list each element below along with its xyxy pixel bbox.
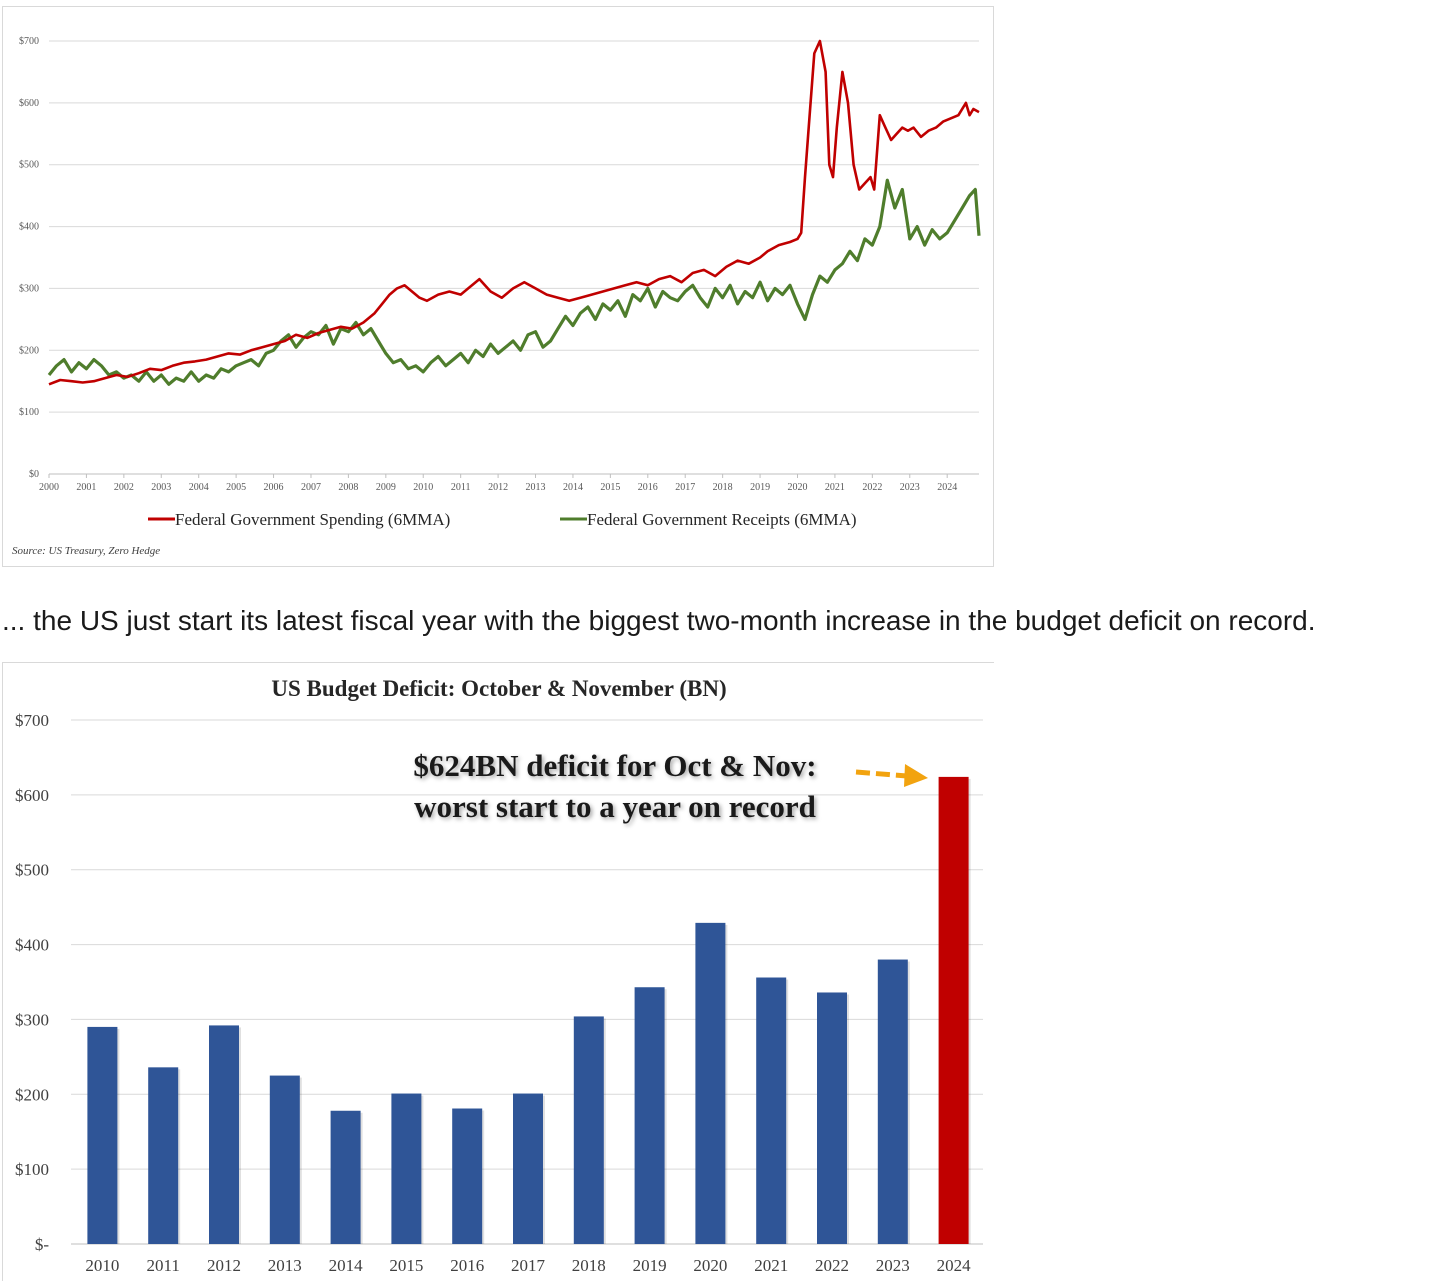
x-tick-label: 2013: [526, 482, 546, 493]
bar: [391, 1093, 422, 1244]
x-tick-label: 2020: [787, 482, 807, 493]
x-tick-label: 2007: [301, 482, 321, 493]
x-tick-label: 2023: [900, 482, 920, 493]
x-tick-label: 2010: [413, 482, 433, 493]
x-tick-label: 2002: [114, 482, 134, 493]
x-tick-label: 2004: [189, 482, 209, 493]
y-tick-label: $600: [15, 786, 49, 805]
x-tick-label: 2015: [600, 482, 620, 493]
y-tick-label: $500: [19, 160, 39, 171]
y-tick-label: $100: [15, 1160, 49, 1179]
x-tick-label: 2018: [572, 1256, 606, 1275]
bar: [695, 922, 726, 1244]
article-paragraph: ... the US just start its latest fiscal …: [2, 605, 1316, 636]
bar: [756, 977, 787, 1244]
x-tick-label: 2017: [675, 482, 695, 493]
x-tick-label: 2022: [815, 1256, 849, 1275]
x-tick-label: 2009: [376, 482, 396, 493]
legend-label-receipts: Federal Government Receipts (6MMA): [587, 510, 857, 529]
x-tick-label: 2014: [563, 482, 583, 493]
x-tick-label: 2006: [264, 482, 284, 493]
spending-receipts-chart-svg: $0 $100 $200 $300 $400 $500 $600 $700 2000 2001 20…: [12, 36, 981, 557]
y-tick-label: $400: [15, 936, 49, 955]
x-tick-label: 2016: [450, 1256, 484, 1275]
y-tick-label: $300: [19, 283, 39, 294]
y-tick-label: $0: [29, 469, 39, 480]
y-tick-label: $500: [15, 861, 49, 880]
y-tick-label: $600: [19, 98, 39, 109]
spending-receipts-chart: $0 $100 $200 $300 $400 $500 $600 $700 2000 2001 20…: [2, 6, 994, 567]
x-tick-label: 2016: [638, 482, 658, 493]
bar: [269, 1075, 300, 1244]
annotation-arrow-head: [904, 764, 928, 787]
bar: [452, 1108, 483, 1244]
x-tick-label: 2011: [451, 482, 471, 493]
x-tick-label: 2018: [713, 482, 733, 493]
x-tick-label: 2024: [937, 482, 957, 493]
chart-title: US Budget Deficit: October & November (B…: [271, 676, 726, 701]
x-tick-label: 2020: [693, 1256, 727, 1275]
y-tick-label: $100: [19, 407, 39, 418]
spending-series-line: [48, 39, 980, 386]
x-tick-label: 2012: [488, 482, 508, 493]
x-tick-label: 2021: [825, 482, 845, 493]
y-tick-label: $700: [19, 36, 39, 47]
bar: [634, 987, 665, 1244]
x-tick-label: 2010: [85, 1256, 119, 1275]
budget-deficit-chart-svg: US Budget Deficit: October & November (B…: [15, 676, 983, 1275]
bar: [817, 992, 847, 1244]
x-tick-label: 2019: [750, 482, 770, 493]
x-tick-label: 2005: [226, 482, 246, 493]
y-tick-label: $200: [15, 1085, 49, 1104]
x-tick-label: 2003: [151, 482, 171, 493]
x-tick-label: 2019: [633, 1256, 667, 1275]
bar: [513, 1093, 543, 1244]
x-tick-label: 2012: [207, 1256, 241, 1275]
legend-label-spending: Federal Government Spending (6MMA): [175, 510, 450, 529]
x-tick-label: 2000: [39, 482, 59, 493]
bar: [573, 1016, 604, 1244]
y-tick-label: $-: [35, 1235, 50, 1254]
receipts-series-line: [47, 178, 981, 386]
x-tick-label: 2011: [147, 1256, 180, 1275]
bar: [87, 1026, 118, 1244]
y-tick-label: $200: [19, 345, 39, 356]
x-tick-label: 2024: [937, 1256, 972, 1275]
y-tick-label: $700: [15, 711, 49, 730]
annotation-line-1: $624BN deficit for Oct & Nov:: [413, 748, 816, 783]
annotation-line-2: worst start to a year on record: [414, 789, 816, 824]
x-tick-label: 2015: [389, 1256, 423, 1275]
y-tick-label: $300: [15, 1010, 49, 1029]
x-tick-label: 2001: [76, 482, 96, 493]
bar: [148, 1067, 179, 1244]
x-tick-label: 2014: [329, 1256, 364, 1275]
y-tick-label: $400: [19, 222, 39, 233]
x-tick-label: 2008: [338, 482, 358, 493]
x-tick-label: 2023: [876, 1256, 910, 1275]
x-tick-label: 2022: [862, 482, 882, 493]
bar: [209, 1025, 239, 1244]
x-tick-label: 2017: [511, 1256, 546, 1275]
x-tick-label: 2013: [268, 1256, 302, 1275]
annotation-arrow-line: [855, 769, 908, 779]
bar: [330, 1110, 361, 1244]
bar-2024-highlight: [938, 776, 969, 1244]
budget-deficit-chart: US Budget Deficit: October & November (B…: [2, 662, 994, 1281]
chart-source-note: Source: US Treasury, Zero Hedge: [12, 545, 160, 557]
x-tick-label: 2021: [754, 1256, 788, 1275]
bar: [877, 959, 908, 1244]
